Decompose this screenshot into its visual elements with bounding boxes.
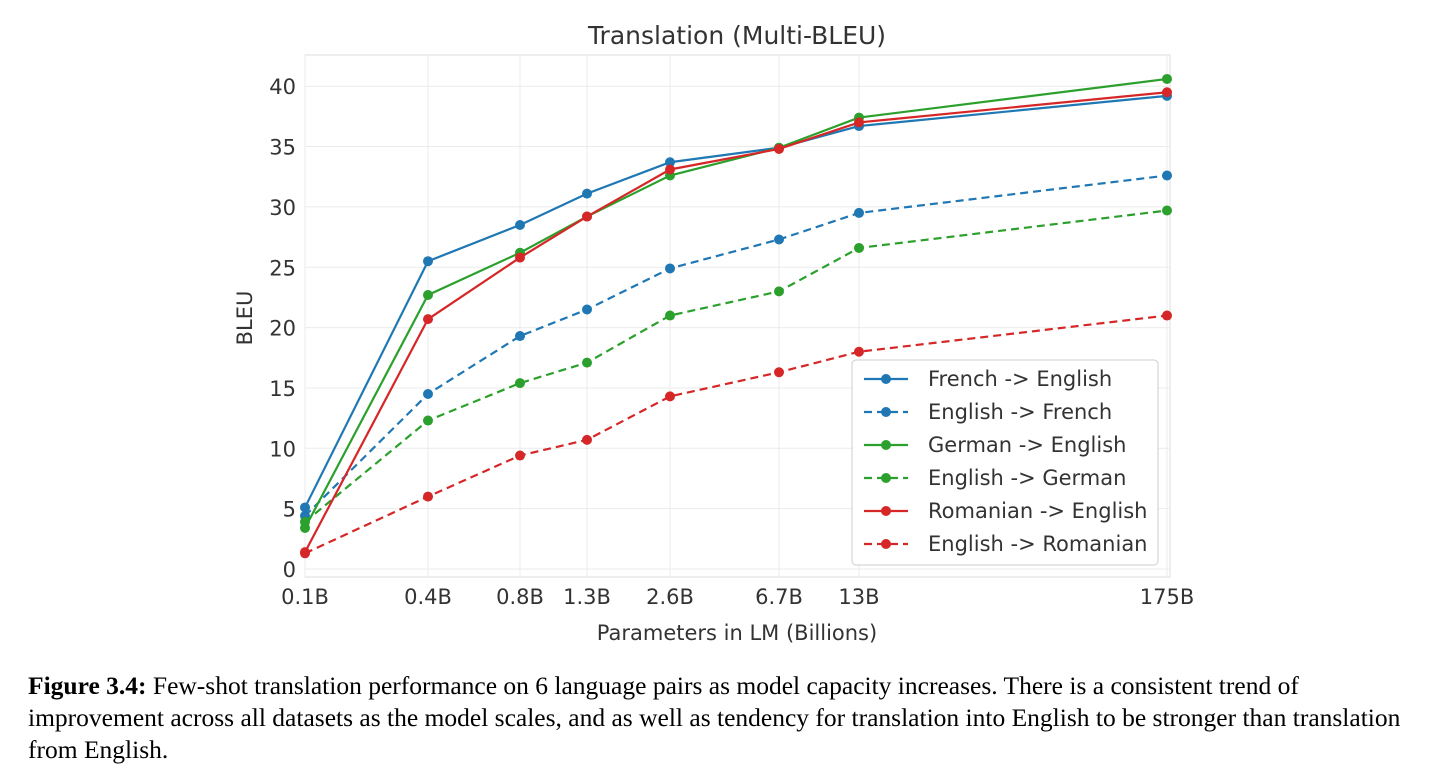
x-tick-label: 0.4B xyxy=(404,585,452,609)
legend-item: English -> Romanian xyxy=(864,532,1148,556)
series-line xyxy=(304,209,1168,523)
data-point xyxy=(1162,87,1172,98)
data-point xyxy=(300,502,310,513)
data-point xyxy=(582,434,592,445)
x-tick-label: 6.7B xyxy=(755,585,803,609)
legend-marker xyxy=(881,506,891,516)
data-point xyxy=(854,242,864,253)
y-tick-label: 25 xyxy=(269,256,296,280)
legend-label: English -> French xyxy=(928,400,1112,424)
legend-item: French -> English xyxy=(864,367,1112,391)
legend-item: English -> French xyxy=(864,400,1112,424)
legend-marker xyxy=(881,374,891,384)
figure-caption: Figure 3.4: Few-shot translation perform… xyxy=(28,670,1428,766)
data-point xyxy=(854,117,864,128)
y-tick-label: 35 xyxy=(269,136,296,160)
data-point xyxy=(774,367,784,378)
legend-label: German -> English xyxy=(928,433,1126,457)
caption-text: Few-shot translation performance on 6 la… xyxy=(28,671,1401,764)
x-tick-label: 13B xyxy=(838,585,879,609)
y-tick-label: 30 xyxy=(269,196,296,220)
series-line xyxy=(304,77,1168,529)
data-point xyxy=(665,391,675,402)
legend-item: English -> German xyxy=(864,466,1126,490)
x-tick-label: 2.6B xyxy=(646,585,694,609)
legend-label: English -> German xyxy=(928,466,1126,490)
data-point xyxy=(515,220,525,231)
x-axis-label: Parameters in LM (Billions) xyxy=(597,621,877,645)
data-point xyxy=(854,346,864,357)
data-point xyxy=(515,378,525,389)
legend-marker xyxy=(881,440,891,450)
series-english-romanian xyxy=(300,310,1172,559)
x-tick-label: 0.1B xyxy=(281,585,329,609)
translation-chart: Translation (Multi-BLEU) 0 5 10 15 20 25 30 35 4… xyxy=(233,21,1195,645)
chart-title: Translation (Multi-BLEU) xyxy=(587,21,886,50)
series-french-english xyxy=(300,90,1172,513)
data-point xyxy=(515,450,525,461)
data-point xyxy=(854,207,864,218)
data-point xyxy=(582,188,592,199)
data-point xyxy=(423,314,433,325)
y-tick-label: 5 xyxy=(283,498,296,522)
y-tick-label: 10 xyxy=(269,437,296,461)
y-tick-label: 40 xyxy=(269,75,296,99)
data-point xyxy=(423,256,433,267)
legend-marker xyxy=(881,539,891,549)
x-tick-label: 0.8B xyxy=(496,585,544,609)
x-tick-label: 1.3B xyxy=(563,585,611,609)
data-point xyxy=(515,252,525,263)
caption-label: Figure 3.4: xyxy=(28,671,147,700)
data-point xyxy=(300,516,310,527)
data-point xyxy=(582,304,592,315)
data-point xyxy=(665,164,675,175)
data-point xyxy=(774,234,784,245)
y-tick-label: 0 xyxy=(283,558,296,582)
data-point xyxy=(774,143,784,154)
legend-label: English -> Romanian xyxy=(928,532,1148,556)
data-point xyxy=(515,331,525,342)
series-line xyxy=(304,94,1168,508)
legend-item: German -> English xyxy=(864,433,1126,457)
data-point xyxy=(423,388,433,399)
data-point xyxy=(665,157,675,168)
data-point xyxy=(774,286,784,297)
series-romanian-english xyxy=(300,87,1172,558)
data-point xyxy=(423,415,433,426)
data-point xyxy=(1162,205,1172,216)
y-tick-label: 20 xyxy=(269,317,296,341)
data-point xyxy=(665,263,675,274)
x-tick-label: 175B xyxy=(1140,585,1195,609)
legend-label: French -> English xyxy=(928,367,1112,391)
data-point xyxy=(423,491,433,502)
data-point xyxy=(582,357,592,368)
data-point xyxy=(1162,170,1172,181)
legend-marker xyxy=(881,473,891,483)
data-point xyxy=(665,310,675,321)
data-point xyxy=(300,548,310,559)
legend-label: Romanian -> English xyxy=(928,499,1148,523)
y-axis-label: BLEU xyxy=(233,291,257,346)
series-line xyxy=(304,314,1168,555)
data-point xyxy=(1162,73,1172,84)
legend-box xyxy=(851,359,1159,566)
series-english-german xyxy=(300,205,1172,527)
data-point xyxy=(1162,310,1172,321)
y-tick-label: 15 xyxy=(269,377,296,401)
series-line xyxy=(304,91,1168,553)
data-point xyxy=(582,211,592,222)
series-english-french xyxy=(300,170,1172,521)
legend-marker xyxy=(881,407,891,417)
legend: French -> English English -> French German… xyxy=(851,359,1159,566)
series-line xyxy=(304,174,1168,517)
legend-item: Romanian -> English xyxy=(864,499,1148,523)
data-point xyxy=(423,290,433,301)
